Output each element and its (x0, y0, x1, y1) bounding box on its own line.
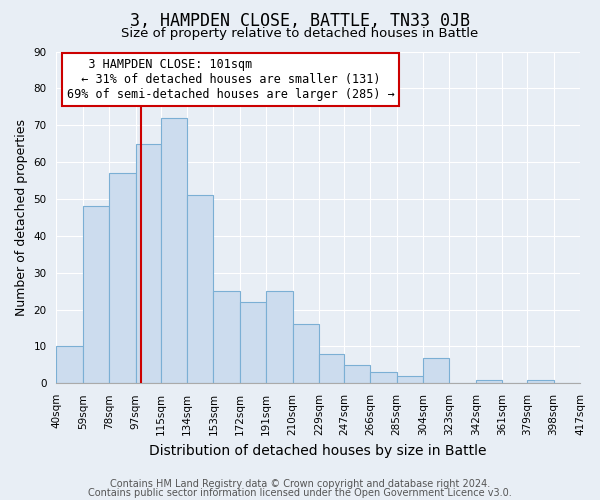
Y-axis label: Number of detached properties: Number of detached properties (15, 119, 28, 316)
Text: 3 HAMPDEN CLOSE: 101sqm
  ← 31% of detached houses are smaller (131)
69% of semi: 3 HAMPDEN CLOSE: 101sqm ← 31% of detache… (67, 58, 395, 101)
Text: Contains HM Land Registry data © Crown copyright and database right 2024.: Contains HM Land Registry data © Crown c… (110, 479, 490, 489)
Bar (109, 173, 136, 384)
Bar (83, 206, 109, 384)
X-axis label: Distribution of detached houses by size in Battle: Distribution of detached houses by size … (149, 444, 487, 458)
Bar (136, 144, 161, 384)
Bar (527, 380, 554, 384)
Bar (214, 291, 240, 384)
Bar (266, 291, 293, 384)
Bar (397, 376, 423, 384)
Bar (187, 196, 214, 384)
Bar (293, 324, 319, 384)
Bar (423, 358, 449, 384)
Text: Size of property relative to detached houses in Battle: Size of property relative to detached ho… (121, 28, 479, 40)
Bar (161, 118, 187, 384)
Bar (240, 302, 266, 384)
Text: 3, HAMPDEN CLOSE, BATTLE, TN33 0JB: 3, HAMPDEN CLOSE, BATTLE, TN33 0JB (130, 12, 470, 30)
Text: Contains public sector information licensed under the Open Government Licence v3: Contains public sector information licen… (88, 488, 512, 498)
Bar (344, 365, 370, 384)
Bar (476, 380, 502, 384)
Bar (56, 346, 83, 384)
Bar (319, 354, 344, 384)
Bar (370, 372, 397, 384)
